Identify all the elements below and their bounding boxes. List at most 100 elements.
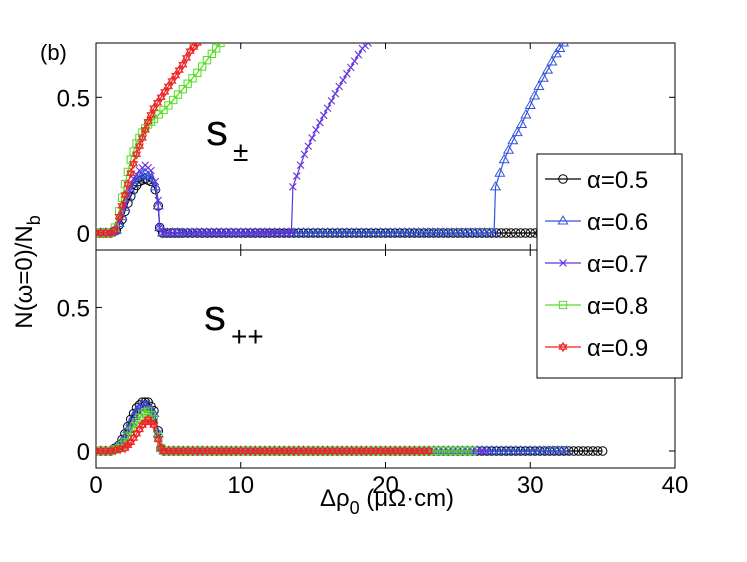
data-point <box>507 134 519 145</box>
panel-annotation-subscript: ++ <box>231 321 264 352</box>
data-point <box>152 100 163 109</box>
data-point <box>131 151 142 160</box>
data-point <box>597 446 608 456</box>
legend-label: α=0.8 <box>587 293 648 320</box>
data-point <box>501 228 511 238</box>
data-point <box>194 43 201 49</box>
data-point <box>110 224 120 233</box>
data-point <box>143 119 153 128</box>
data-point <box>557 43 570 47</box>
x-tick-label: 40 <box>662 472 689 499</box>
series-group <box>96 397 608 457</box>
data-point <box>143 116 153 125</box>
y-axis-label: N(ω=0)/Nb <box>11 215 44 328</box>
data-point <box>149 102 159 111</box>
data-point <box>149 105 159 114</box>
data-point <box>141 408 150 417</box>
data-point <box>511 126 523 137</box>
data-point <box>346 63 355 72</box>
data-point <box>126 167 136 176</box>
x-tick-label: 10 <box>227 472 254 499</box>
legend-item: α=0.7 <box>545 251 648 278</box>
legend-marker <box>557 215 569 225</box>
data-point <box>520 109 532 119</box>
data-point <box>533 80 545 90</box>
legend-label: α=0.7 <box>587 251 648 278</box>
panel-top: 0 0.5 s ± <box>57 42 676 251</box>
data-point <box>134 143 145 152</box>
data-point <box>510 228 521 238</box>
data-point <box>316 118 324 127</box>
data-point <box>154 196 163 205</box>
data-point <box>494 167 506 177</box>
data-point <box>550 47 562 58</box>
data-point <box>140 124 150 133</box>
y-label-subscript: b <box>24 215 44 225</box>
data-point <box>588 446 598 456</box>
data-point <box>323 104 332 112</box>
data-point <box>164 101 173 110</box>
data-point <box>110 223 119 232</box>
data-point <box>120 189 130 198</box>
data-point <box>131 148 142 157</box>
data-point <box>468 446 477 456</box>
data-point <box>193 68 202 78</box>
data-point <box>173 90 183 99</box>
data-point <box>163 81 173 90</box>
legend-label: α=0.9 <box>587 335 648 362</box>
data-point <box>114 211 124 220</box>
data-point <box>506 228 516 238</box>
data-point <box>482 447 491 455</box>
data-point <box>132 418 141 427</box>
x-tick-label: 20 <box>372 472 399 499</box>
data-point <box>448 446 458 456</box>
data-point <box>331 89 340 98</box>
data-point <box>160 89 170 98</box>
series-line <box>96 178 574 234</box>
data-point <box>178 62 188 71</box>
data-point <box>546 56 558 66</box>
data-point <box>434 446 443 456</box>
data-point <box>463 446 472 456</box>
data-point <box>160 86 170 95</box>
legend-item: α=0.8 <box>545 293 648 320</box>
legend-marker <box>558 174 568 184</box>
data-point <box>488 227 500 237</box>
data-point <box>137 135 147 144</box>
plot-area: 00.5s ±00.50 10 20 30 40s ++ <box>57 42 689 499</box>
data-point <box>525 228 536 238</box>
legend-marker <box>558 341 568 350</box>
data-point <box>216 43 225 48</box>
x-tick-label: 0 <box>89 472 102 499</box>
data-point <box>159 105 168 115</box>
data-point <box>134 140 145 149</box>
data-point <box>350 57 359 65</box>
data-point <box>181 55 192 64</box>
data-point <box>458 446 467 456</box>
data-point <box>502 144 515 154</box>
data-point <box>114 214 124 223</box>
x-tick-label: 30 <box>517 472 544 499</box>
data-point <box>304 142 313 150</box>
data-point <box>171 72 181 81</box>
data-point <box>156 94 166 103</box>
data-point <box>292 172 301 180</box>
data-point <box>126 170 136 179</box>
panel-label: (b) <box>40 40 67 65</box>
y-tick-label: 0.5 <box>57 295 90 322</box>
legend-label: α=0.6 <box>587 209 648 236</box>
data-point <box>197 62 207 71</box>
data-point <box>174 67 184 76</box>
series-line <box>96 404 567 452</box>
data-point <box>515 118 528 128</box>
data-point <box>153 436 163 445</box>
data-point <box>537 72 549 82</box>
data-point <box>117 203 127 212</box>
data-point <box>287 229 296 237</box>
data-point <box>339 76 347 84</box>
data-point <box>183 79 192 88</box>
data-point <box>155 223 164 232</box>
x-label-subscript: 0 <box>350 498 360 518</box>
data-point <box>138 409 147 418</box>
data-point <box>520 228 531 238</box>
